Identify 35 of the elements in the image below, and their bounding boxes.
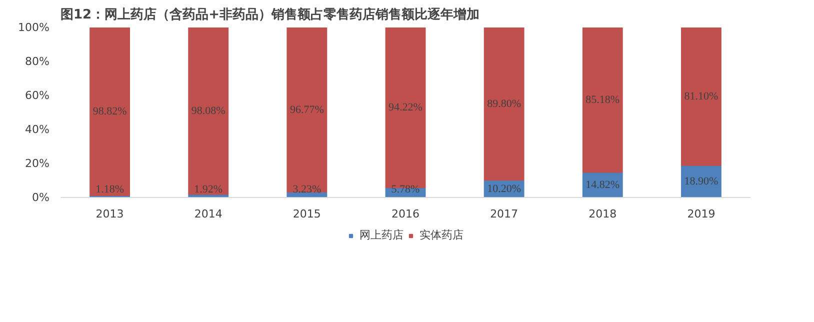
x-tick-label: 2014 <box>194 208 222 220</box>
data-label: 94.22% <box>388 102 422 114</box>
y-tick-label: 60% <box>25 89 50 102</box>
bar <box>286 28 328 193</box>
bar <box>582 28 623 173</box>
y-tick-label: 0% <box>32 191 50 204</box>
data-label: 81.10% <box>684 90 718 102</box>
data-label: 98.82% <box>92 105 127 118</box>
data-label: 89.80% <box>487 98 522 110</box>
data-label: 3.23% <box>292 184 322 196</box>
x-tick-label: 2013 <box>96 208 124 220</box>
y-tick-label: 100% <box>18 21 50 34</box>
bar <box>90 28 130 196</box>
legend-label: 实体药店 <box>420 228 464 242</box>
x-tick-label: 2019 <box>687 208 716 220</box>
data-label: 98.08% <box>191 104 226 117</box>
y-tick-label: 40% <box>25 123 50 136</box>
chart-title: 图12：网上药店（含药品+非药品）销售额占零售药店销售额比逐年增加 <box>60 6 480 22</box>
bar <box>188 28 229 195</box>
data-label: 85.18% <box>586 94 620 106</box>
bar <box>681 28 722 166</box>
data-label: 1.18% <box>96 184 124 196</box>
legend-label: 网上药店 <box>360 228 404 242</box>
y-tick-label: 20% <box>25 157 50 170</box>
data-label: 96.77% <box>290 104 324 116</box>
data-label: 14.82% <box>586 178 620 191</box>
data-label: 1.92% <box>194 184 223 196</box>
x-tick-label: 2016 <box>392 208 420 220</box>
data-label: 18.90% <box>684 175 718 188</box>
x-tick-label: 2015 <box>292 208 321 220</box>
x-tick-label: 2017 <box>490 208 518 220</box>
x-tick-label: 2018 <box>588 208 617 220</box>
data-label: 10.20% <box>487 182 522 195</box>
bar <box>484 28 524 181</box>
y-tick-label: 80% <box>25 55 50 68</box>
